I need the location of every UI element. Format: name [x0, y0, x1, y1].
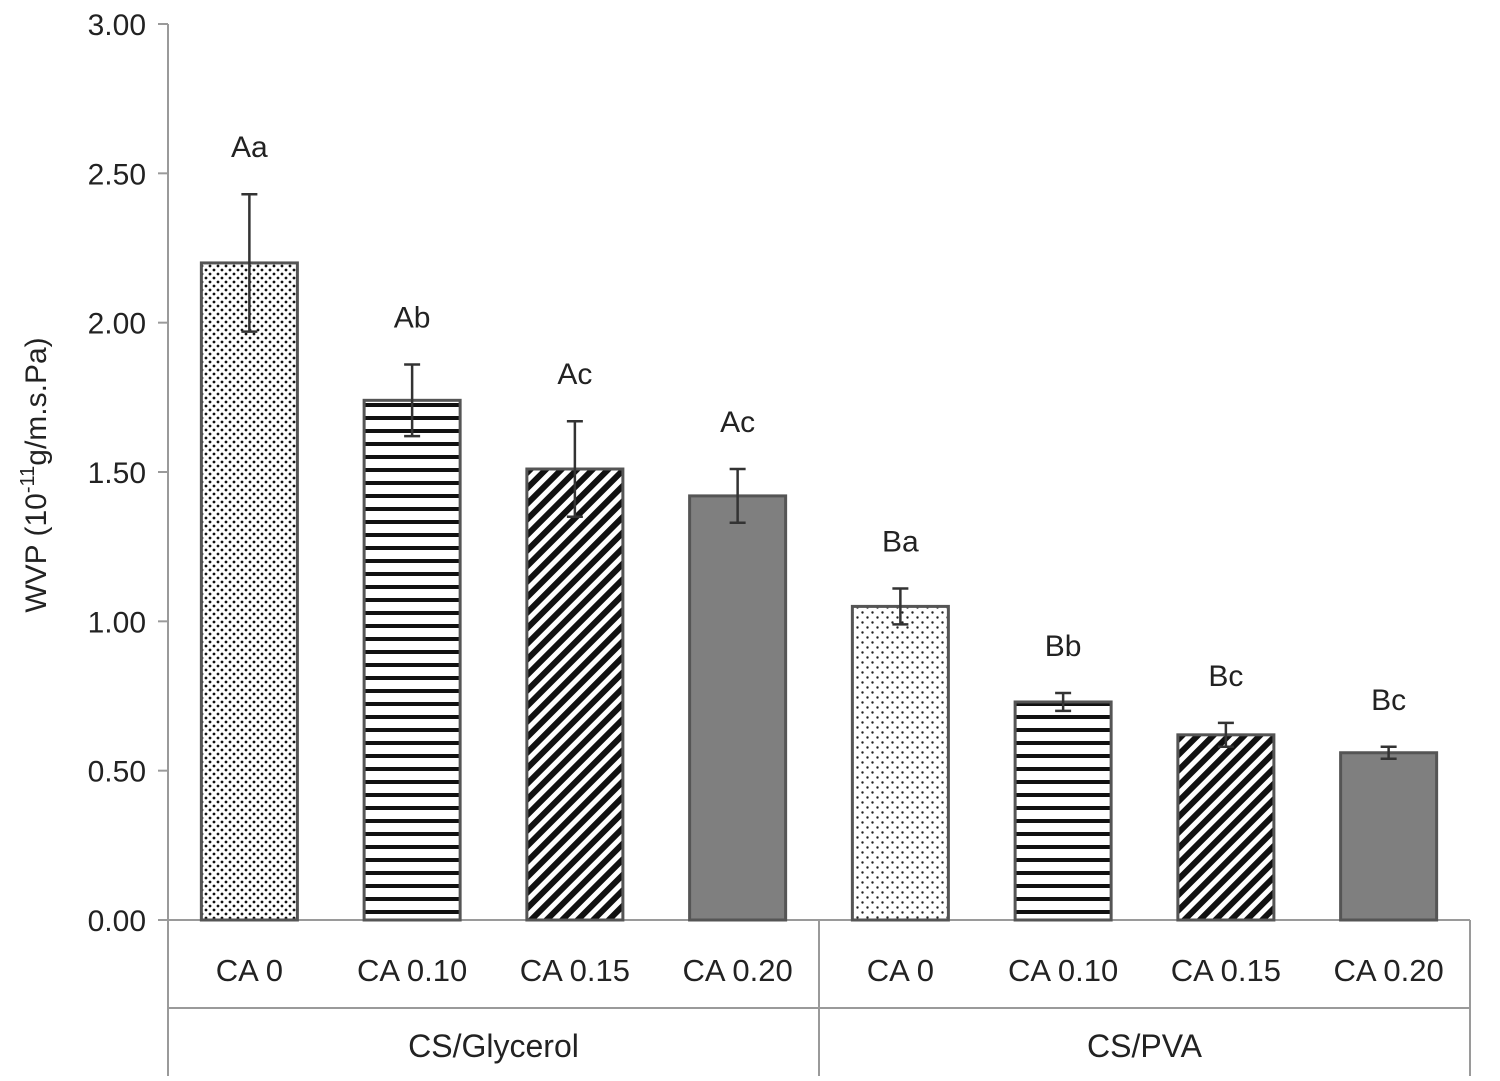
significance-letter: Ac	[720, 406, 755, 439]
error-bar	[1380, 745, 1397, 760]
error-bar	[1055, 691, 1072, 713]
error-bar	[892, 587, 909, 626]
labels: 0.00 0.50 1.00 1.50 2.00 2.50 3.00 CS/Glycerol A…	[88, 9, 1444, 1064]
y-tick-label: 0.50	[88, 756, 146, 789]
bar	[199, 261, 299, 922]
significance-letter: Ac	[557, 358, 592, 391]
error-bar	[1217, 721, 1234, 749]
category-label: CA 0	[216, 953, 283, 988]
y-tick-label: 2.00	[88, 308, 146, 341]
significance-letter: Aa	[231, 131, 268, 164]
bar	[1176, 733, 1276, 922]
error-bar	[241, 192, 258, 333]
category-label: CA 0.15	[520, 953, 630, 988]
category-label: CA 0.20	[1333, 953, 1443, 988]
group-label: CS/PVA	[1087, 1028, 1203, 1064]
y-tick-label: 3.00	[88, 9, 146, 42]
error-bar	[404, 363, 421, 438]
category-label: CA 0	[867, 953, 934, 988]
significance-letter: Bb	[1045, 630, 1082, 663]
y-tick-label: 1.00	[88, 606, 146, 639]
group-label: CS/Glycerol	[408, 1028, 579, 1064]
category-label: CA 0.10	[1008, 953, 1118, 988]
significance-letter: Bc	[1371, 684, 1406, 717]
bar	[688, 494, 788, 922]
category-label: CA 0.20	[682, 953, 792, 988]
y-tick-label: 2.50	[88, 158, 146, 191]
bar	[1013, 700, 1113, 922]
category-label: CA 0.15	[1171, 953, 1281, 988]
bar	[525, 467, 625, 922]
bar	[362, 398, 462, 922]
bars	[199, 192, 1439, 922]
y-tick-label: 1.50	[88, 457, 146, 490]
category-label: CA 0.10	[357, 953, 467, 988]
error-bar	[729, 467, 746, 525]
significance-letter: Ba	[882, 525, 919, 558]
bar	[1339, 751, 1439, 922]
y-axis-title: WVP (10-11g/m.s.Pa)	[17, 337, 53, 612]
significance-letter: Bc	[1208, 660, 1243, 693]
error-bar	[566, 419, 583, 519]
y-tick-label: 0.00	[88, 905, 146, 938]
significance-letter: Ab	[394, 301, 431, 334]
y-axis-label: WVP (10-11g/m.s.Pa)	[17, 337, 53, 612]
bar	[850, 604, 950, 922]
